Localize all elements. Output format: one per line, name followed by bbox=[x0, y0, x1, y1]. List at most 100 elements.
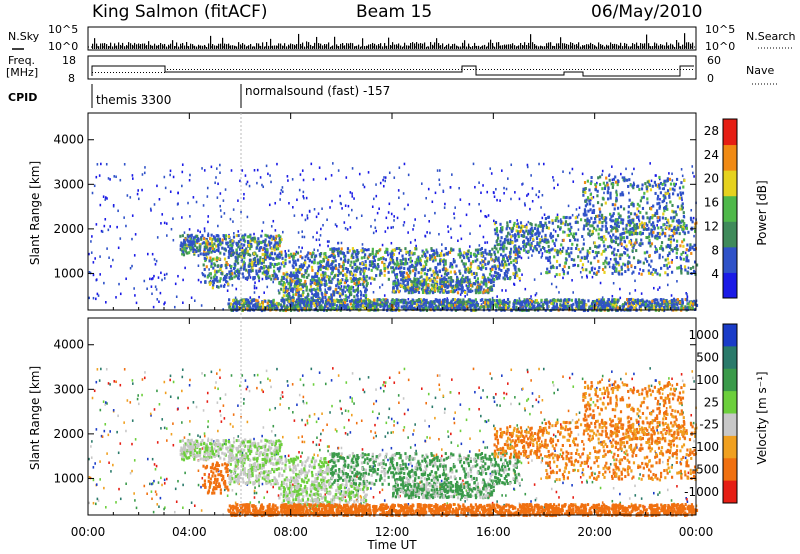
echo-cell bbox=[235, 251, 238, 255]
scatter-cell bbox=[455, 288, 458, 292]
echo-cell bbox=[678, 232, 681, 236]
scatter-cell bbox=[99, 203, 102, 207]
scatter-cell bbox=[631, 172, 633, 176]
scatter-cell bbox=[351, 192, 353, 195]
echo-cell bbox=[588, 199, 591, 203]
echo-cell bbox=[469, 267, 472, 271]
nsky-bar bbox=[320, 43, 322, 49]
echo-cell bbox=[648, 235, 651, 239]
echo-cell bbox=[632, 228, 635, 232]
echo-cell bbox=[346, 288, 349, 292]
echo-cell bbox=[291, 279, 294, 283]
scatter-cell bbox=[115, 296, 117, 299]
echo-cell bbox=[579, 258, 582, 262]
echo-cell bbox=[229, 272, 232, 276]
echo-cell bbox=[337, 270, 340, 274]
echo-cell bbox=[585, 255, 589, 259]
scatter-cell bbox=[464, 295, 466, 298]
echo-cell bbox=[339, 279, 342, 283]
echo-cell bbox=[404, 287, 407, 291]
echo-cell bbox=[650, 242, 654, 246]
echo-cell bbox=[348, 285, 351, 289]
echo-cell bbox=[681, 219, 685, 223]
echo-cell bbox=[625, 223, 628, 227]
nsky-bar bbox=[252, 46, 254, 49]
nave-dot bbox=[92, 72, 93, 73]
echo-cell bbox=[553, 255, 556, 259]
echo-cell bbox=[668, 192, 671, 196]
echo-cell bbox=[456, 282, 459, 286]
echo-cell bbox=[505, 246, 508, 250]
nsky-bar bbox=[294, 44, 296, 49]
echo-cell bbox=[239, 254, 242, 258]
echo-cell bbox=[502, 249, 505, 253]
scatter-cell bbox=[217, 249, 220, 253]
scatter-cell bbox=[577, 228, 580, 231]
echo-cell bbox=[648, 217, 651, 221]
echo-cell bbox=[543, 240, 546, 244]
echo-cell bbox=[225, 274, 228, 278]
scatter-cell bbox=[468, 245, 471, 248]
echo-cell bbox=[205, 246, 208, 250]
echo-cell bbox=[397, 290, 401, 294]
echo-cell bbox=[560, 220, 563, 224]
echo-cell bbox=[504, 253, 507, 257]
echo-cell bbox=[242, 238, 245, 242]
echo-cell bbox=[324, 266, 328, 270]
echo-cell bbox=[339, 257, 343, 261]
nave-dot bbox=[485, 69, 486, 70]
echo-cell bbox=[501, 228, 504, 232]
scatter-cell bbox=[526, 163, 529, 167]
scatter-cell bbox=[94, 257, 96, 260]
echo-cell bbox=[464, 262, 467, 266]
echo-cell bbox=[565, 249, 568, 253]
echo-cell bbox=[300, 263, 303, 267]
nave-dot bbox=[650, 69, 651, 70]
echo-cell bbox=[676, 266, 679, 270]
echo-cell bbox=[395, 266, 398, 270]
scatter-cell bbox=[438, 178, 441, 182]
nsky-bar bbox=[156, 45, 158, 49]
echo-cell bbox=[278, 252, 281, 256]
scatter-cell bbox=[99, 273, 101, 276]
scatter-cell bbox=[137, 189, 139, 192]
echo-cell bbox=[299, 254, 302, 258]
echo-cell bbox=[491, 267, 494, 271]
echo-cell bbox=[619, 241, 622, 245]
echo-cell bbox=[231, 239, 234, 243]
echo-cell bbox=[460, 280, 464, 284]
echo-cell bbox=[423, 279, 427, 283]
scatter-cell bbox=[207, 220, 209, 224]
echo-cell bbox=[311, 298, 314, 302]
echo-cell bbox=[285, 277, 288, 281]
echo-cell bbox=[310, 260, 314, 264]
nsky-bar bbox=[374, 43, 376, 49]
echo-cell bbox=[291, 264, 294, 268]
echo-cell bbox=[292, 287, 295, 291]
echo-cell bbox=[276, 241, 279, 245]
echo-cell bbox=[687, 248, 690, 252]
echo-cell bbox=[272, 274, 275, 278]
echo-cell bbox=[598, 227, 601, 231]
nsky-bar bbox=[342, 43, 344, 49]
nsky-bar bbox=[364, 46, 366, 49]
echo-cell bbox=[300, 283, 304, 287]
echo-cell bbox=[587, 232, 590, 236]
echo-cell bbox=[185, 251, 188, 255]
echo-cell bbox=[668, 227, 671, 231]
echo-cell bbox=[537, 224, 540, 228]
echo-cell bbox=[598, 182, 602, 186]
echo-cell bbox=[489, 287, 492, 291]
echo-cell bbox=[421, 279, 424, 283]
echo-cell bbox=[531, 249, 535, 253]
echo-cell bbox=[200, 236, 203, 240]
echo-cell bbox=[623, 263, 627, 267]
echo-cell bbox=[297, 284, 300, 288]
echo-cell bbox=[235, 248, 238, 252]
echo-cell bbox=[300, 287, 303, 291]
echo-cell bbox=[215, 276, 218, 280]
echo-cell bbox=[486, 288, 489, 292]
echo-cell bbox=[648, 254, 651, 258]
echo-cell bbox=[243, 243, 246, 247]
scatter-cell bbox=[562, 170, 564, 173]
